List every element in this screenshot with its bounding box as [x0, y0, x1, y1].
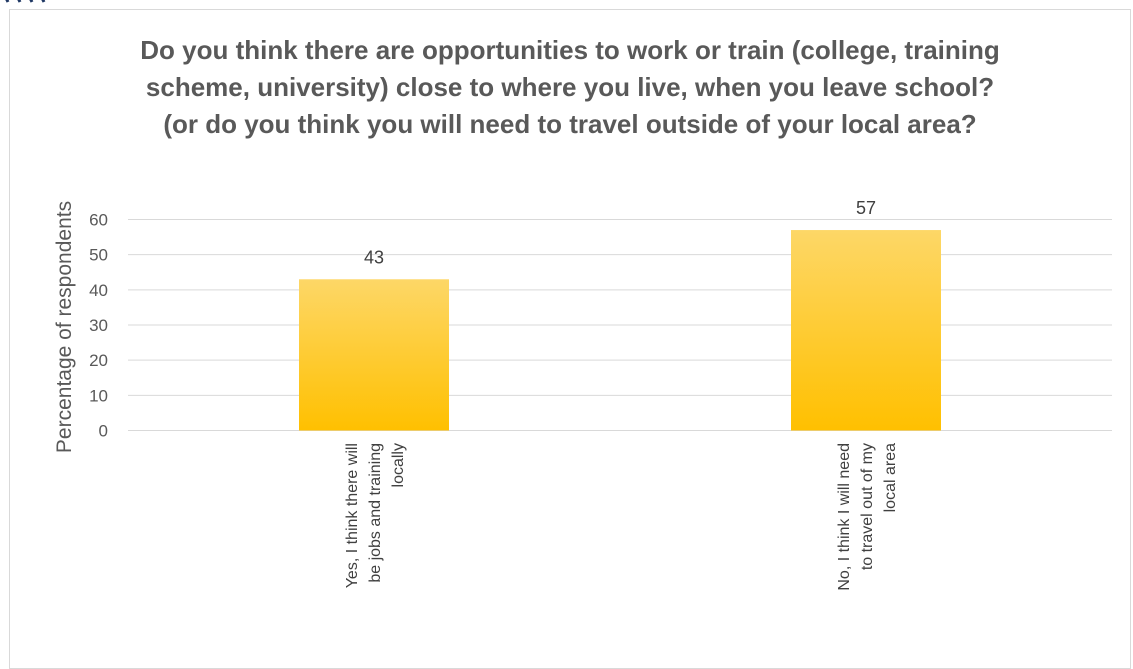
x-category-label-line: No, I think I will need	[836, 443, 853, 591]
x-category-label: Yes, I think there will be jobs and train…	[344, 443, 407, 588]
bar	[299, 279, 449, 431]
x-category-label: No, I think I will need to travel out of …	[836, 443, 899, 591]
data-label: 43	[364, 247, 384, 267]
y-tick-label: 50	[89, 246, 108, 265]
y-tick-label: 40	[89, 281, 108, 300]
x-category-label-line: to travel out of my	[859, 443, 876, 570]
y-tick-label: 0	[99, 422, 108, 441]
chart-title: Do you think there are opportunities to …	[140, 35, 1000, 139]
bar	[791, 230, 941, 431]
chart-frame	[9, 9, 1131, 669]
y-axis-label: Percentage of respondents	[53, 201, 76, 453]
x-category-label-line: local area	[882, 443, 899, 512]
y-tick-label: 20	[89, 351, 108, 370]
y-tick-label: 10	[89, 386, 108, 405]
x-category-label-line: locally	[390, 443, 407, 487]
data-label: 57	[856, 198, 876, 218]
y-tick-label: 60	[89, 211, 108, 230]
x-category-label-line: be jobs and training	[367, 443, 384, 583]
x-category-label-line: Yes, I think there will	[344, 443, 361, 588]
y-tick-label: 30	[89, 316, 108, 335]
